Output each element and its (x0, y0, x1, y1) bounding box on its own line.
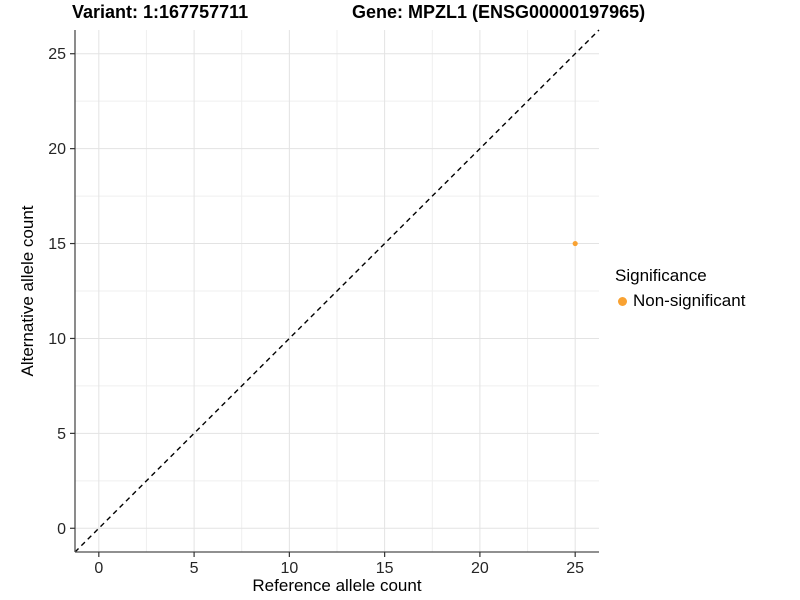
y-tick-label: 5 (57, 426, 66, 443)
legend-item-label: Non-significant (633, 291, 746, 310)
chart-title-gene: Gene: MPZL1 (ENSG00000197965) (352, 2, 646, 22)
x-tick-label: 0 (94, 560, 103, 577)
data-point (572, 240, 578, 247)
legend: Significance Non-significant (615, 266, 745, 311)
x-tick-label: 5 (190, 560, 199, 577)
x-tick-label: 15 (376, 560, 394, 577)
y-tick-label: 0 (57, 521, 66, 538)
y-axis-title: Alternative allele count (18, 205, 37, 377)
y-tick-label: 15 (48, 236, 66, 253)
legend-item-non-significant: Non-significant (618, 291, 745, 311)
y-tick-label: 25 (48, 46, 66, 63)
chart-title-variant: Variant: 1:167757711 (72, 2, 249, 22)
x-tick-label: 25 (566, 560, 584, 577)
x-tick-label: 10 (280, 560, 298, 577)
legend-title: Significance (615, 266, 707, 285)
x-tick-label: 20 (471, 560, 489, 577)
legend-key-dot-icon (618, 296, 627, 306)
y-tick-label: 20 (48, 141, 66, 158)
y-tick-label: 10 (48, 331, 66, 348)
identity-line (74, 29, 600, 553)
x-axis-title: Reference allele count (252, 576, 422, 595)
